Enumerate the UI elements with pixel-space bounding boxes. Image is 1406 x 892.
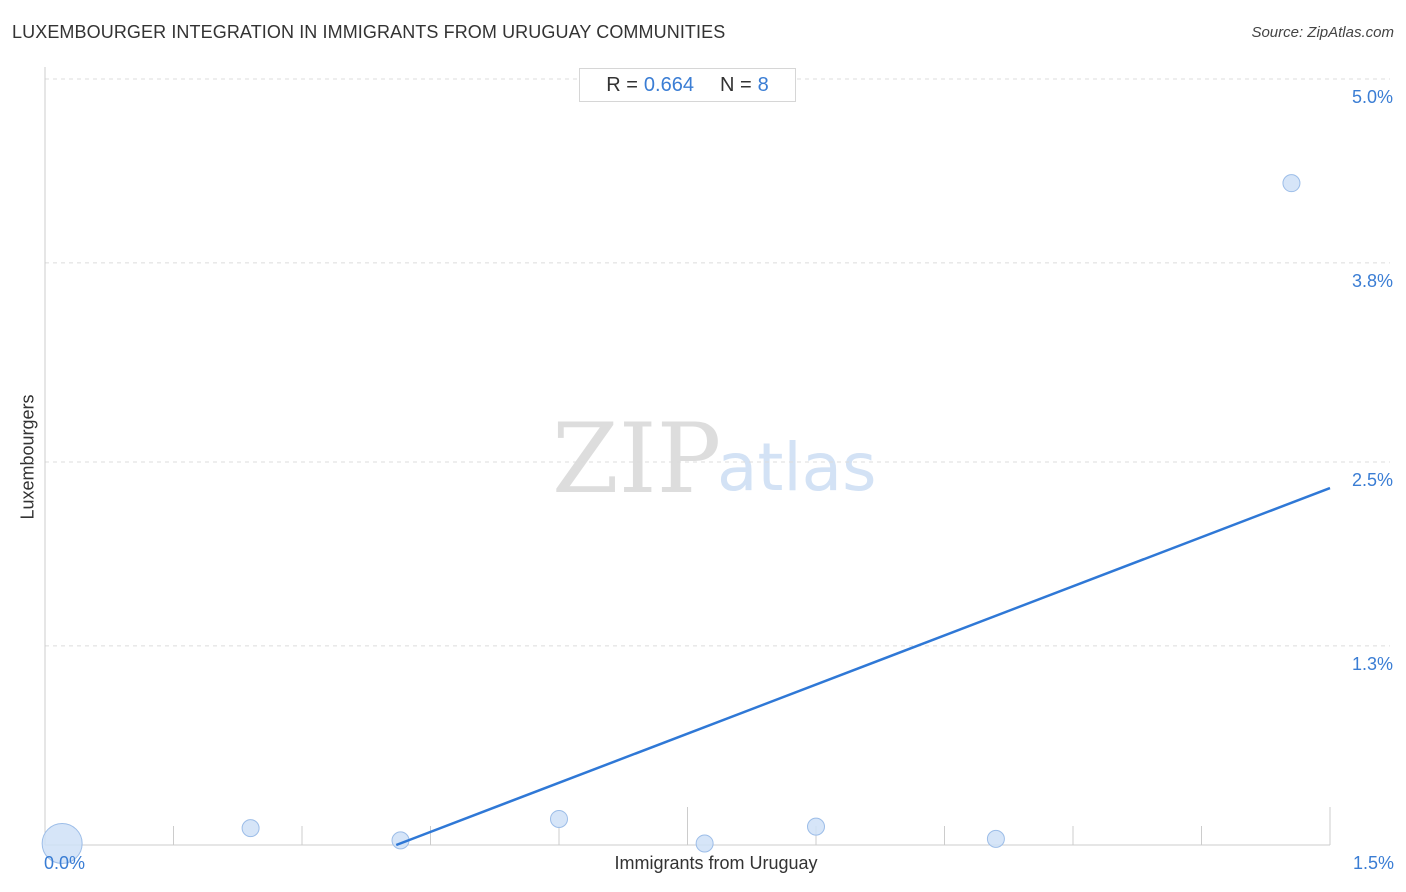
scatter-point (695, 834, 714, 853)
source-credit: Source: ZipAtlas.com (1251, 24, 1394, 41)
r-label: R = (606, 73, 638, 96)
scatter-point (41, 822, 83, 864)
x-tick-label-max: 1.5% (1352, 853, 1394, 873)
watermark-atlas: atlas (717, 429, 877, 506)
scatter-point (1282, 174, 1301, 193)
y-axis-label: Luxembourgers (17, 394, 38, 520)
n-value: 8 (757, 73, 769, 96)
x-tick-label-min: 0.0% (44, 853, 86, 873)
axis-layer (44, 67, 1331, 846)
y-tick-label: 3.8% (1352, 271, 1393, 291)
chart-title: LUXEMBOURGER INTEGRATION IN IMMIGRANTS F… (12, 22, 726, 42)
y-tick-layer: 5.0% 3.8% 2.5% 1.3% (1352, 87, 1393, 674)
watermark-zip: ZIP (552, 403, 721, 515)
r-value: 0.664 (643, 73, 694, 96)
grid-layer (45, 78, 1390, 647)
y-tick-label: 1.3% (1352, 654, 1393, 674)
scatter-point (241, 819, 260, 838)
y-tick-label: 5.0% (1352, 87, 1393, 107)
scatter-point (807, 817, 825, 836)
trend-layer (395, 486, 1331, 847)
correlation-stats-box: R = 0.664 N = 8 (579, 68, 796, 102)
scatter-point (550, 809, 568, 828)
n-label: N = (719, 73, 752, 96)
scatter-point (986, 829, 1005, 848)
y-tick-label: 2.5% (1352, 470, 1393, 490)
x-axis-label: Immigrants from Uruguay (614, 853, 818, 873)
trend-line (395, 486, 1331, 847)
points-layer (41, 174, 1301, 864)
